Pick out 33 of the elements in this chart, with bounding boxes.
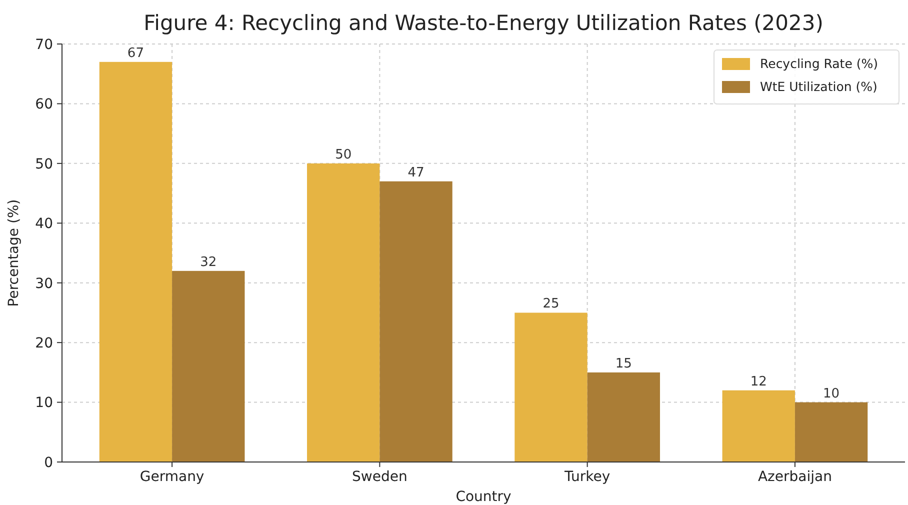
y-tick-label: 60: [35, 96, 53, 113]
data-label: 67: [127, 46, 144, 61]
y-tick-label: 0: [44, 454, 53, 471]
y-tick-label: 40: [35, 216, 53, 232]
legend-label: WtE Utilization (%): [760, 79, 878, 94]
chart-title: Figure 4: Recycling and Waste-to-Energy Utilization Rates (2023): [144, 11, 824, 35]
x-tick-label: Azerbaijan: [758, 469, 832, 485]
y-axis-title: Percentage (%): [6, 199, 22, 307]
y-tick-label: 50: [35, 156, 53, 172]
bar: [307, 163, 380, 462]
x-tick-label: Sweden: [352, 469, 408, 485]
x-axis-title: Country: [456, 489, 512, 505]
data-label: 32: [200, 254, 217, 270]
data-label: 10: [823, 386, 840, 402]
data-label: 25: [542, 296, 560, 312]
y-tick-label: 10: [35, 395, 53, 412]
bar: [172, 270, 245, 462]
x-tick-label: Turkey: [564, 469, 610, 485]
y-tick-label: 20: [35, 335, 53, 352]
data-label: 50: [335, 147, 352, 162]
bar: [99, 62, 172, 462]
data-label: 12: [750, 374, 767, 390]
bar: [794, 402, 868, 462]
y-tick-label: 70: [35, 36, 53, 53]
bar: [380, 181, 452, 462]
bar: [722, 390, 795, 462]
data-label: 47: [408, 165, 424, 180]
x-tick-label: Germany: [140, 469, 204, 485]
bar: [514, 312, 588, 462]
data-label: 15: [615, 356, 632, 372]
legend-label: Recycling Rate (%): [760, 56, 878, 71]
y-tick-label: 30: [35, 276, 53, 292]
bar: [587, 372, 660, 462]
